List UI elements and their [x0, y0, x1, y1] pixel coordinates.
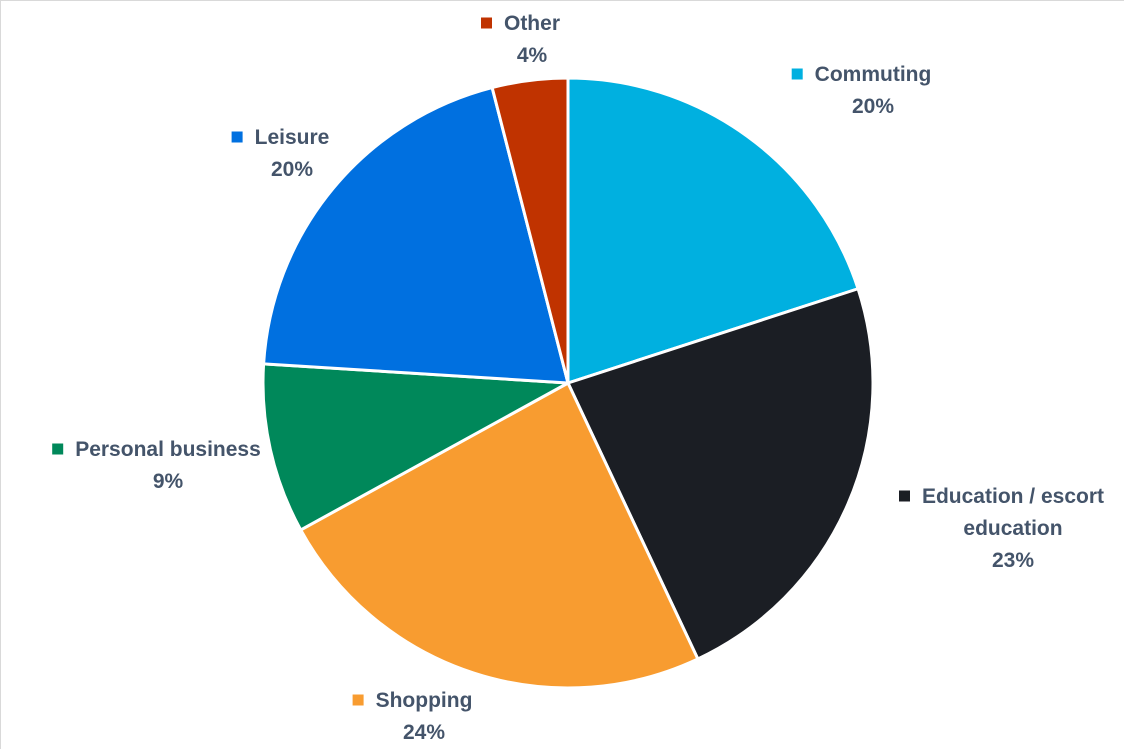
data-label-education-escort-education: Education / escort education 23%	[899, 485, 1104, 572]
legend-key-marker	[899, 490, 910, 502]
data-label-category: Leisure	[255, 126, 330, 149]
legend-key-marker	[52, 443, 64, 455]
legend-key-marker	[352, 694, 364, 706]
legend-key-marker	[231, 131, 243, 143]
legend-key-marker	[791, 68, 803, 80]
data-label-value: 20%	[852, 95, 894, 118]
data-label-personal-business: Personal business 9%	[52, 438, 261, 493]
pie-slice-leisure	[262, 86, 570, 385]
data-label-category: Personal business	[75, 438, 261, 461]
data-label-value: 4%	[517, 44, 548, 67]
data-label-category: Education / escort	[922, 485, 1104, 508]
data-label-leisure: Leisure 20%	[231, 126, 330, 181]
data-label-value: 24%	[403, 721, 445, 744]
data-label-commuting: Commuting 20%	[791, 63, 932, 118]
data-label-category: Other	[504, 12, 560, 35]
data-label-other: Other 4%	[481, 12, 560, 67]
data-labels: Commuting 20% Education / escort education 2…	[52, 12, 1104, 744]
pie-slices	[261, 76, 875, 690]
data-label-value: 9%	[153, 470, 184, 493]
data-label-category: education	[963, 517, 1062, 540]
pie-slice-education-escort-education	[566, 287, 875, 661]
pie-slice-personal-business	[261, 362, 570, 532]
data-label-shopping: Shopping 24%	[352, 689, 473, 744]
pie-slice-shopping	[299, 381, 700, 690]
pie-slice-other	[490, 76, 570, 385]
data-label-category: Commuting	[815, 63, 932, 86]
data-label-value: 20%	[271, 158, 313, 181]
pie-slice-commuting	[566, 76, 860, 385]
data-label-category: Shopping	[376, 689, 473, 712]
data-label-value: 23%	[992, 549, 1034, 572]
legend-key-marker	[481, 17, 492, 29]
